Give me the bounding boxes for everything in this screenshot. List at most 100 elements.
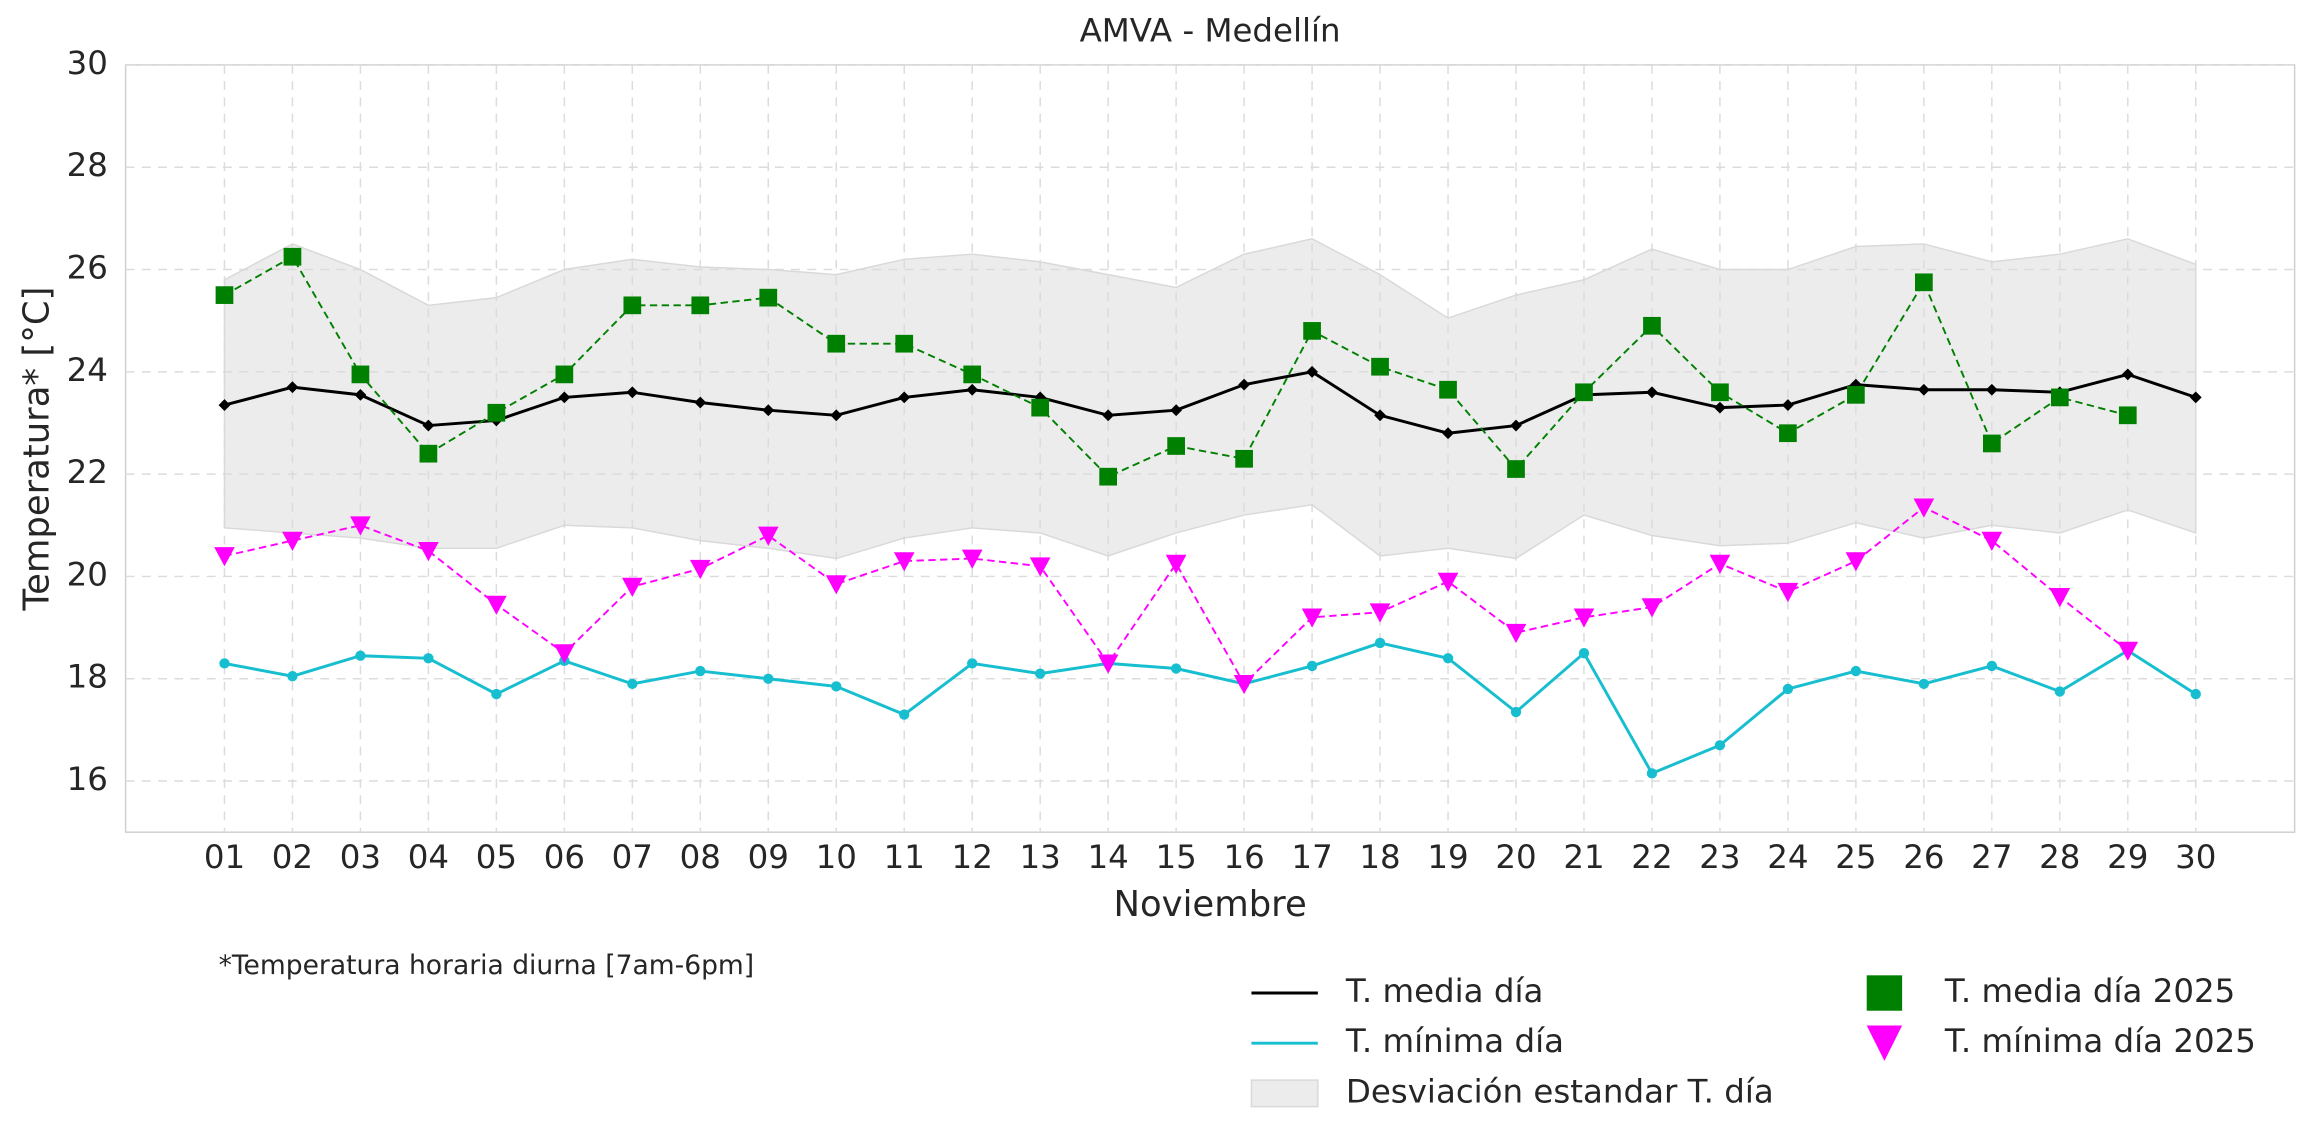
legend-label: T. mínima día [1345,1022,1564,1060]
point [1643,316,1661,335]
legend-marker [1866,975,1903,1011]
point [1165,554,1187,574]
y-tick-label: 20 [67,555,108,593]
point [1981,531,2003,551]
point [1442,653,1454,664]
legend-label: T. mínima día 2025 [1944,1022,2256,1060]
plot [214,238,2202,779]
y-tick-label: 18 [67,658,108,696]
point [759,288,778,307]
point [1233,674,1255,695]
point [1170,663,1182,674]
point [2049,588,2071,608]
legend: T. media día T. mínima día Desviación esta… [1250,972,2256,1110]
point [621,577,643,597]
legend-marker [1250,1079,1319,1108]
x-tick-label: 28 [2039,838,2080,876]
point [1646,768,1658,779]
point [355,650,366,661]
point [1374,409,1386,422]
point [418,542,439,562]
point [486,595,507,615]
x-tick-label: 20 [1495,838,1536,876]
x-tick-label: 14 [1088,838,1129,876]
x-axis-label: Noviembre [1113,884,1306,925]
y-tick-label: 28 [67,146,108,184]
point [1507,460,1525,478]
point [627,678,638,690]
x-tick-label: 15 [1155,838,1196,876]
point [1845,552,1867,572]
point [423,653,434,664]
x-tick-label: 27 [1971,838,2012,876]
x-tick-label: 18 [1359,838,1400,876]
point [2118,406,2137,425]
x-tick-label: 25 [1835,838,1876,876]
x-tick-label: 21 [1563,838,1604,876]
x-tick-label: 13 [1020,838,1061,876]
x-tick-label: 17 [1291,838,1332,876]
point [961,549,983,569]
y-tick-label: 22 [67,453,108,491]
x-tick-label: 16 [1223,838,1264,876]
grid: 16 18 20 22 24 26 28 30 01 02 03 04 05 06 07 08 09 10 11 12… [67,44,2295,876]
y-tick-label: 30 [67,44,108,82]
point [491,688,502,700]
point [1505,623,1527,644]
point [2054,686,2065,697]
point [623,296,642,315]
point [1097,654,1119,674]
point [1303,322,1321,340]
point [419,444,438,463]
point [1782,399,1794,411]
point [215,286,234,304]
point [763,673,774,684]
x-tick-label: 24 [1767,838,1808,876]
point [1371,357,1389,376]
x-tick-label: 08 [680,838,721,876]
point [282,531,303,551]
series-line [224,370,2197,435]
legend-label: Desviación estandar T. día [1346,1072,1774,1110]
point [1913,498,1935,518]
x-tick-label: 23 [1699,838,1740,876]
point [1029,557,1051,577]
chart-title: AMVA - Medellín [1080,11,1341,49]
x-tick-label: 03 [340,838,381,876]
legend-marker [1866,1025,1903,1061]
point [1031,398,1050,417]
point [762,404,775,417]
x-tick-label: 26 [1903,838,1944,876]
point [1982,434,2001,453]
legend-label: T. media día [1345,972,1544,1010]
legend-label: T. media día 2025 [1944,972,2235,1010]
x-tick-label: 07 [612,838,653,876]
point [1374,637,1386,649]
x-tick-label: 10 [816,838,857,876]
point [555,365,574,384]
x-tick-label: 19 [1427,838,1468,876]
point [1578,647,1590,659]
point [1714,740,1726,751]
point [1915,273,1933,292]
point [283,247,302,266]
point [2050,388,2069,407]
y-tick-label: 26 [67,249,108,287]
point [1917,383,1930,396]
point [1099,467,1118,486]
point [695,665,706,677]
point [351,365,370,384]
point [2190,688,2201,700]
point [1986,660,1998,672]
point [1714,401,1726,414]
point [1235,449,1253,468]
point [2117,641,2139,661]
point [691,296,710,315]
point [966,383,979,396]
point [1167,437,1185,455]
point [825,575,847,595]
point [1442,427,1454,440]
point [1369,603,1391,623]
y-tick-label: 16 [67,760,108,798]
point [287,671,298,682]
